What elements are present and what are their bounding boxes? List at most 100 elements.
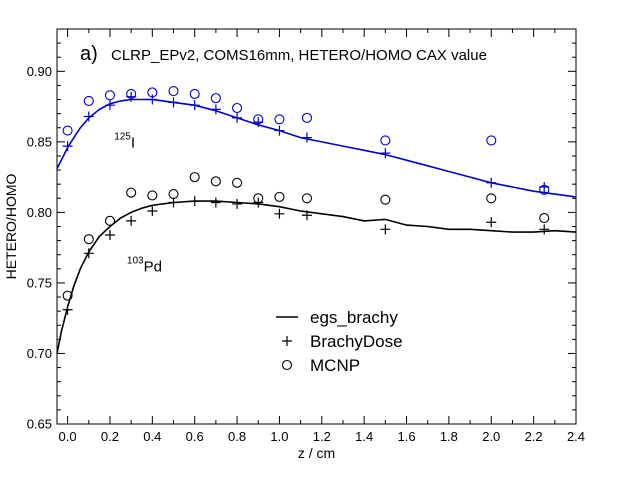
y-tick-label: 0.65 (27, 417, 52, 432)
circle-marker (62, 125, 73, 136)
circle-marker (62, 290, 73, 301)
series-2 (62, 86, 550, 195)
plus-marker (232, 198, 243, 209)
y-tick-label: 0.80 (27, 205, 52, 220)
circle-marker (168, 86, 179, 97)
circle-marker (126, 88, 137, 99)
plus-marker (301, 132, 312, 143)
plot-frame (56, 28, 577, 425)
legend-entry-circle: MCNP (281, 356, 360, 375)
plus-marker (189, 100, 200, 111)
plus-marker (274, 208, 285, 219)
circle-marker (253, 114, 264, 125)
legend-label: BrachyDose (310, 332, 403, 351)
plus-marker (126, 215, 137, 226)
annotations-layer: 125I 103Pd (114, 132, 162, 276)
plus-marker (168, 197, 179, 208)
circle-marker (210, 176, 221, 187)
y-axis-title: HETERO/HOMO (3, 174, 19, 280)
plus-marker (104, 229, 115, 240)
circle-marker (486, 135, 497, 146)
circle-marker (232, 177, 243, 188)
x-tick-label: 0.8 (228, 429, 246, 444)
legend-entry-plus: BrachyDose (282, 332, 403, 351)
series-5 (62, 172, 550, 301)
x-tick-label: 1.0 (270, 429, 288, 444)
plus-marker (301, 210, 312, 221)
legend-circle-swatch (281, 359, 293, 371)
panel-label: a) (80, 43, 98, 65)
circle-marker (232, 102, 243, 114)
circle-marker (83, 234, 94, 245)
circle-marker (83, 95, 94, 106)
x-tick-label: 2.0 (482, 429, 500, 444)
y-tick-label: 0.90 (27, 64, 52, 79)
x-tick-label: 0.6 (186, 429, 204, 444)
plus-marker (486, 177, 497, 188)
circle-marker (539, 184, 550, 195)
series-line (57, 200, 576, 354)
plus-marker (62, 141, 73, 152)
plus-marker (62, 304, 73, 315)
legend-label: egs_brachy (310, 308, 398, 327)
plus-marker (380, 148, 391, 159)
plus-marker (83, 111, 94, 122)
series-0 (57, 98, 576, 198)
plus-marker (210, 197, 221, 208)
plus-marker (486, 217, 497, 228)
isotope-symbol: Pd (144, 259, 162, 276)
plus-marker (147, 94, 158, 105)
legend-entry-line: egs_brachy (276, 308, 398, 327)
chart-title: CLRP_EPv2, COMS16mm, HETERO/HOMO CAX val… (111, 47, 487, 64)
isotope-label: 103Pd (127, 256, 162, 276)
y-tick-label: 0.85 (27, 134, 52, 149)
plus-marker (147, 205, 158, 216)
circle-marker (274, 191, 285, 202)
plus-marker (104, 100, 115, 111)
circle-marker (274, 114, 285, 125)
x-tick-label: 2.2 (525, 429, 543, 444)
plus-marker (539, 224, 550, 235)
circle-marker (380, 135, 391, 146)
x-tick-label: 1.4 (355, 429, 373, 444)
y-tick-label: 0.70 (27, 346, 52, 361)
x-tick-label: 1.6 (397, 429, 415, 444)
circle-marker (301, 112, 313, 123)
series-layer (57, 86, 576, 354)
x-tick-label: 0.0 (59, 429, 77, 444)
circle-marker (104, 215, 116, 226)
plus-marker (274, 125, 285, 136)
plus-marker (83, 248, 94, 259)
isotope-symbol: I (131, 135, 135, 152)
x-tick-label: 0.2 (101, 429, 119, 444)
isotope-label: 125I (114, 132, 135, 152)
circle-marker (147, 190, 158, 201)
circle-marker (210, 93, 221, 104)
isotope-mass: 125 (114, 132, 131, 143)
circle-marker (486, 193, 497, 204)
legend-plus-swatch (282, 336, 292, 346)
circle-marker (189, 172, 200, 183)
circle-marker (104, 90, 116, 101)
plus-marker (189, 196, 200, 207)
circle-marker (189, 88, 200, 99)
circle-marker (126, 187, 137, 198)
x-tick-label: 1.8 (440, 429, 458, 444)
circle-marker (147, 87, 158, 98)
circle-marker (539, 212, 550, 224)
plus-marker (210, 104, 221, 115)
circle-marker (380, 194, 391, 205)
plus-marker (380, 224, 391, 235)
legend: egs_brachy BrachyDose MCNP (276, 308, 403, 375)
plus-marker (232, 112, 243, 123)
circle-marker (301, 193, 313, 204)
plus-marker (168, 97, 179, 108)
x-tick-label: 2.4 (567, 429, 585, 444)
x-tick-label: 1.2 (313, 429, 331, 444)
x-tick-label: 0.4 (143, 429, 161, 444)
series-line (57, 98, 576, 198)
legend-label: MCNP (310, 356, 360, 375)
x-axis-title: z / cm (298, 445, 335, 461)
series-3 (57, 200, 576, 354)
